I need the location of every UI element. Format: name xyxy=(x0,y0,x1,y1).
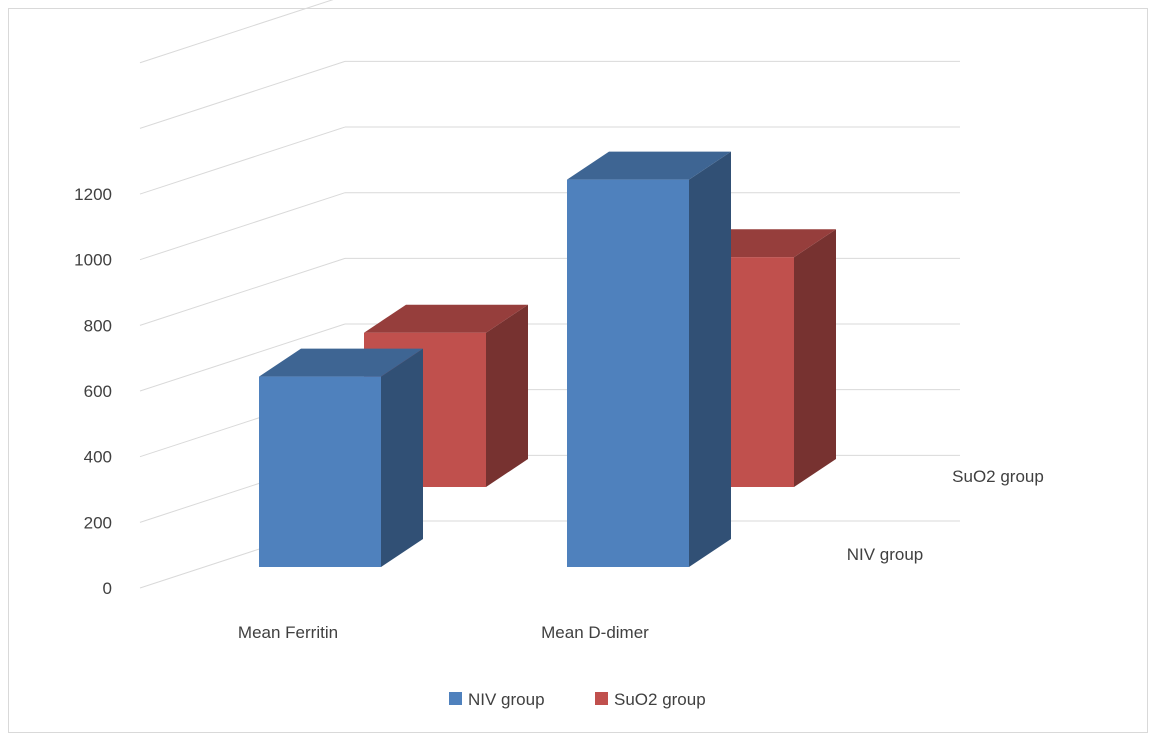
legend-swatch xyxy=(449,692,462,705)
bar-side xyxy=(381,348,423,567)
category-labels: Mean Ferritin Mean D-dimer xyxy=(238,623,649,642)
legend-label: NIV group xyxy=(468,690,545,709)
bar xyxy=(567,151,731,567)
y-tick-label: 0 xyxy=(103,579,112,598)
bar-side xyxy=(486,304,528,487)
depth-axis-label: NIV group xyxy=(847,545,924,564)
y-axis-tick-labels: 0 200 400 600 800 1000 1200 xyxy=(74,185,112,598)
legend-label: SuO2 group xyxy=(614,690,706,709)
gridline-side xyxy=(139,0,334,64)
series-depth-labels: NIV group SuO2 group xyxy=(847,467,1044,564)
gridline-side xyxy=(139,126,346,195)
category-label: Mean D-dimer xyxy=(541,623,649,642)
depth-axis-label: SuO2 group xyxy=(952,467,1044,486)
gridline-side xyxy=(139,60,346,129)
legend-item: NIV group xyxy=(449,690,545,709)
y-tick-label: 800 xyxy=(84,316,112,335)
bar-side xyxy=(794,229,836,487)
bar-front xyxy=(567,179,689,567)
y-tick-label: 600 xyxy=(84,382,112,401)
bar-top xyxy=(567,151,731,180)
gridline-side xyxy=(139,323,346,392)
gridline-side xyxy=(139,257,346,326)
category-label: Mean Ferritin xyxy=(238,623,338,642)
bar-side xyxy=(689,151,731,567)
legend-item: SuO2 group xyxy=(595,690,706,709)
bar-front xyxy=(259,376,381,567)
bar-top xyxy=(259,348,423,377)
bar-top xyxy=(364,304,528,333)
y-tick-label: 200 xyxy=(84,513,112,532)
legend: NIV group SuO2 group xyxy=(449,690,706,709)
bars xyxy=(259,151,836,567)
legend-swatch xyxy=(595,692,608,705)
gridline-side xyxy=(139,192,346,261)
y-tick-label: 1200 xyxy=(74,185,112,204)
y-tick-label: 1000 xyxy=(74,251,112,270)
bar xyxy=(259,348,423,567)
y-tick-label: 400 xyxy=(84,448,112,467)
